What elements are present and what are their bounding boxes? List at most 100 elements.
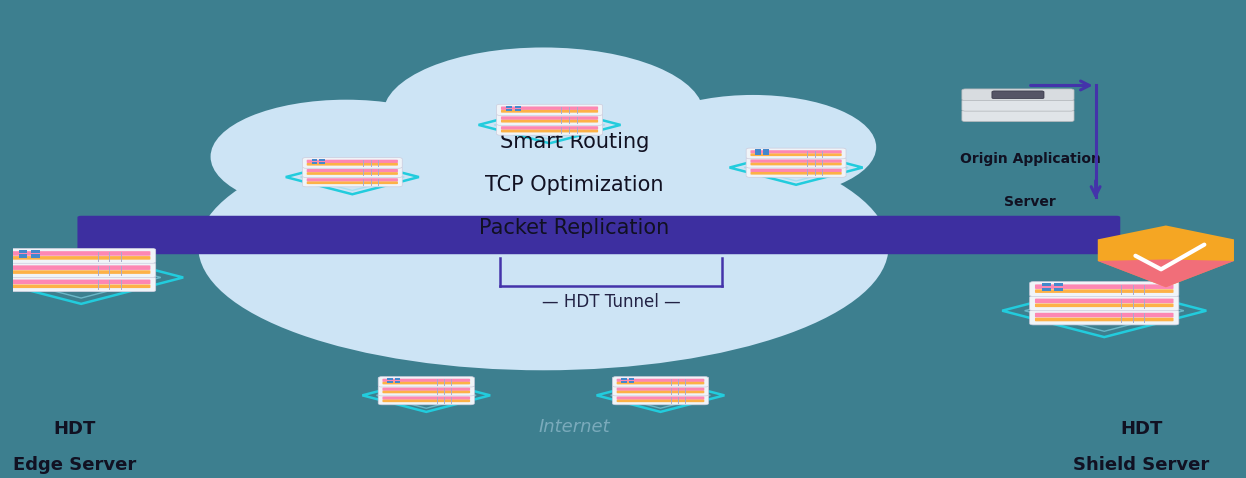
FancyBboxPatch shape (383, 379, 470, 382)
FancyBboxPatch shape (383, 391, 470, 393)
FancyBboxPatch shape (617, 379, 704, 382)
Bar (395, 381, 400, 383)
Text: Shield Server: Shield Server (1073, 456, 1210, 474)
FancyBboxPatch shape (1029, 282, 1179, 296)
FancyBboxPatch shape (12, 265, 151, 270)
Bar (319, 159, 325, 161)
FancyBboxPatch shape (1035, 318, 1174, 321)
FancyBboxPatch shape (501, 107, 598, 110)
FancyBboxPatch shape (750, 169, 842, 172)
FancyBboxPatch shape (379, 394, 475, 405)
FancyBboxPatch shape (617, 400, 704, 402)
Bar (515, 106, 521, 108)
FancyBboxPatch shape (303, 176, 402, 187)
Bar (506, 106, 512, 108)
FancyBboxPatch shape (307, 182, 397, 184)
FancyBboxPatch shape (501, 130, 598, 132)
Text: HDT: HDT (54, 420, 96, 438)
Polygon shape (1098, 260, 1234, 287)
Bar (764, 150, 769, 152)
FancyBboxPatch shape (303, 158, 402, 168)
FancyBboxPatch shape (962, 110, 1074, 121)
Text: Origin Application: Origin Application (959, 152, 1100, 166)
Text: Internet: Internet (538, 418, 611, 436)
Bar (319, 162, 325, 164)
FancyBboxPatch shape (1035, 289, 1174, 293)
FancyBboxPatch shape (617, 382, 704, 384)
Bar (755, 152, 761, 154)
FancyBboxPatch shape (383, 396, 470, 400)
FancyBboxPatch shape (1035, 313, 1174, 317)
Text: TCP Optimization: TCP Optimization (485, 175, 663, 195)
FancyBboxPatch shape (613, 394, 709, 405)
Ellipse shape (383, 47, 704, 180)
FancyBboxPatch shape (501, 126, 598, 130)
Text: Server: Server (1004, 195, 1057, 208)
FancyBboxPatch shape (617, 388, 704, 391)
FancyBboxPatch shape (383, 400, 470, 402)
FancyBboxPatch shape (307, 160, 397, 163)
Ellipse shape (629, 95, 876, 199)
FancyBboxPatch shape (750, 153, 842, 156)
Ellipse shape (223, 204, 863, 347)
Bar (19, 250, 27, 253)
Bar (388, 378, 392, 380)
FancyBboxPatch shape (1029, 296, 1179, 311)
FancyBboxPatch shape (617, 391, 704, 393)
FancyBboxPatch shape (307, 178, 397, 182)
FancyBboxPatch shape (746, 148, 846, 159)
Bar (388, 381, 392, 383)
FancyBboxPatch shape (12, 284, 151, 288)
FancyBboxPatch shape (77, 216, 1120, 254)
FancyBboxPatch shape (1035, 299, 1174, 303)
Bar (622, 378, 627, 380)
FancyBboxPatch shape (12, 270, 151, 274)
Bar (312, 162, 318, 164)
FancyBboxPatch shape (501, 116, 598, 120)
FancyBboxPatch shape (6, 277, 156, 292)
Text: — HDT Tunnel —: — HDT Tunnel — (542, 293, 680, 311)
FancyBboxPatch shape (383, 388, 470, 391)
FancyBboxPatch shape (497, 114, 603, 125)
Bar (1054, 283, 1063, 286)
Bar (31, 254, 40, 258)
Bar (31, 250, 40, 253)
Bar (1042, 283, 1050, 286)
FancyBboxPatch shape (746, 167, 846, 177)
FancyBboxPatch shape (307, 163, 397, 165)
Bar (395, 378, 400, 380)
FancyBboxPatch shape (497, 124, 603, 135)
FancyBboxPatch shape (12, 251, 151, 256)
FancyBboxPatch shape (750, 163, 842, 165)
FancyBboxPatch shape (746, 157, 846, 168)
FancyBboxPatch shape (962, 89, 1074, 101)
Bar (764, 152, 769, 154)
FancyBboxPatch shape (501, 120, 598, 122)
Text: HDT: HDT (1120, 420, 1163, 438)
Bar (622, 381, 627, 383)
Bar (1054, 288, 1063, 291)
FancyBboxPatch shape (1035, 284, 1174, 289)
Bar (312, 159, 318, 161)
FancyBboxPatch shape (962, 99, 1074, 111)
Ellipse shape (211, 100, 482, 214)
FancyBboxPatch shape (613, 377, 709, 387)
Bar (755, 150, 761, 152)
Text: Smart Routing: Smart Routing (500, 132, 649, 152)
Bar (19, 254, 27, 258)
Text: Packet Replication: Packet Replication (478, 218, 669, 238)
FancyBboxPatch shape (1035, 304, 1174, 307)
FancyBboxPatch shape (497, 104, 603, 116)
Ellipse shape (198, 123, 888, 370)
FancyBboxPatch shape (303, 167, 402, 177)
Bar (1042, 288, 1050, 291)
FancyBboxPatch shape (617, 396, 704, 400)
FancyBboxPatch shape (383, 382, 470, 384)
FancyBboxPatch shape (6, 262, 156, 277)
FancyBboxPatch shape (750, 172, 842, 174)
FancyBboxPatch shape (12, 280, 151, 284)
Bar (629, 378, 634, 380)
Text: Edge Server: Edge Server (14, 456, 137, 474)
FancyBboxPatch shape (501, 110, 598, 113)
Polygon shape (1098, 226, 1234, 287)
